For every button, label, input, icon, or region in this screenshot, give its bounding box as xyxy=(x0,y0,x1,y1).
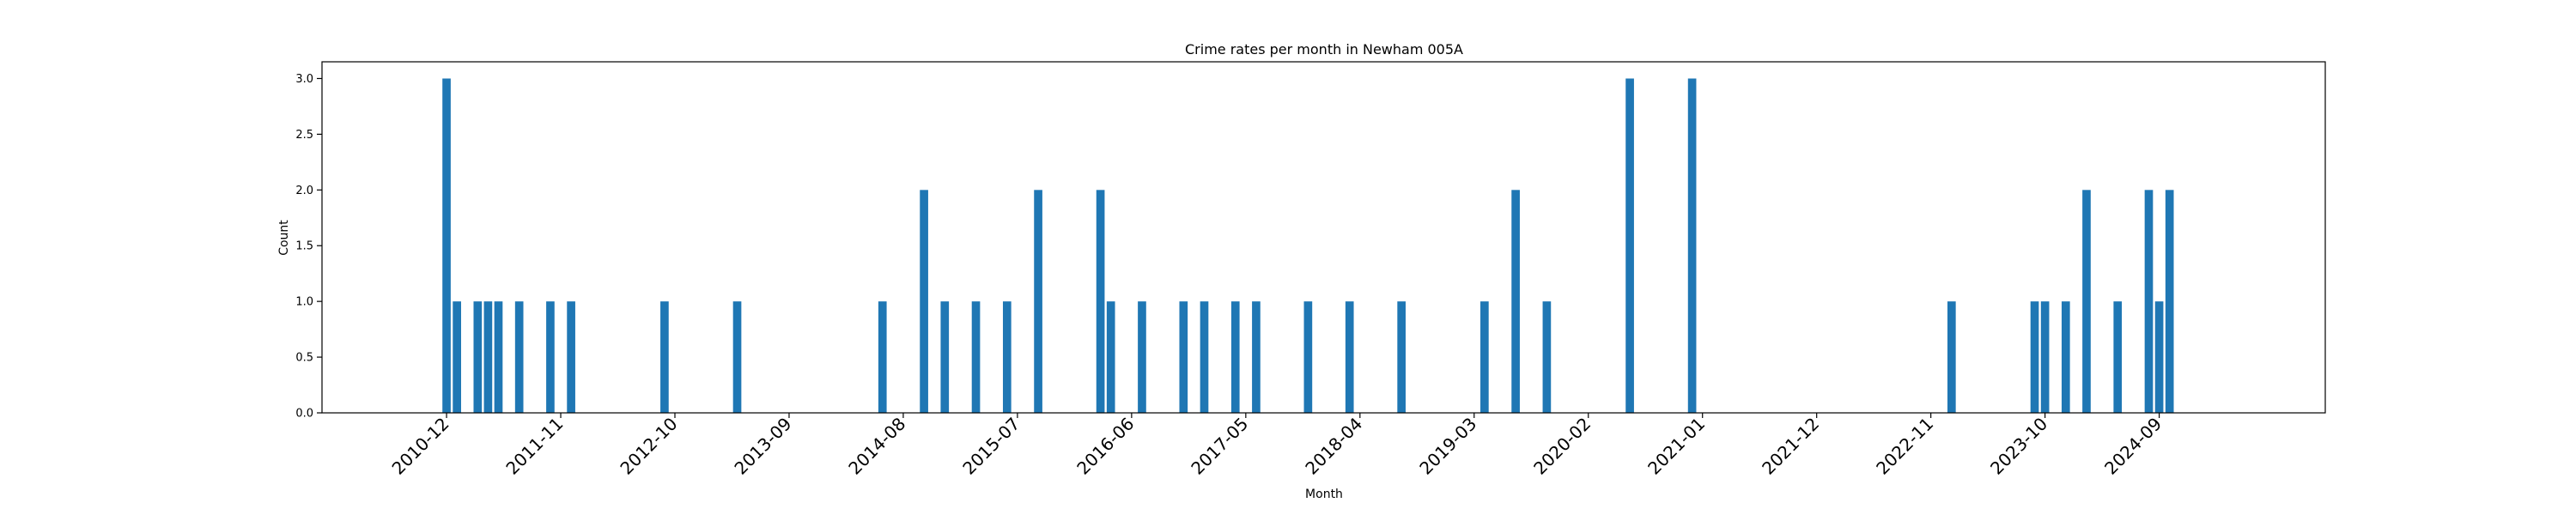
bar xyxy=(1947,301,1956,413)
bar xyxy=(442,78,451,413)
x-tick-label: 2010-12 xyxy=(388,414,453,479)
x-tick-label: 2016-06 xyxy=(1072,414,1138,479)
bar xyxy=(920,190,928,413)
bar xyxy=(2040,301,2050,413)
bar xyxy=(1200,301,1209,413)
y-axis: 0.0 0.5 1.0 1.5 2.0 2.5 3.0 xyxy=(295,73,322,421)
plot-frame xyxy=(321,61,2326,414)
bar xyxy=(1480,301,1489,413)
bar xyxy=(567,301,575,413)
bar xyxy=(732,301,742,413)
x-tick-label: 2018-04 xyxy=(1301,414,1366,479)
bar xyxy=(1303,301,1313,413)
bars-group xyxy=(442,78,2174,413)
x-tick-label: 2012-10 xyxy=(616,414,681,479)
bar xyxy=(1252,301,1261,413)
bar xyxy=(1687,78,1697,413)
x-tick-label: 2013-09 xyxy=(730,414,795,479)
bar xyxy=(1034,190,1042,413)
bar xyxy=(940,301,950,413)
bar xyxy=(1179,301,1188,413)
x-tick-label: 2017-05 xyxy=(1187,414,1252,479)
y-tick-label: 1.0 xyxy=(295,296,313,309)
y-axis-label: Count xyxy=(277,220,291,256)
x-tick-label: 2019-03 xyxy=(1415,414,1480,479)
bar xyxy=(1542,301,1552,413)
y-tick-label: 3.0 xyxy=(295,73,313,86)
bar xyxy=(453,301,461,413)
bar xyxy=(2082,190,2091,413)
bar xyxy=(1002,301,1012,413)
y-tick-label: 0.0 xyxy=(295,408,313,421)
bar xyxy=(1138,301,1146,413)
y-tick-label: 2.5 xyxy=(295,129,313,142)
x-tick-label: 2021-12 xyxy=(1758,414,1823,479)
bar xyxy=(2030,301,2039,413)
bar xyxy=(1345,301,1354,413)
x-tick-label: 2015-07 xyxy=(958,414,1024,479)
bar xyxy=(2061,301,2070,413)
x-tick-label: 2024-09 xyxy=(2100,414,2166,479)
y-tick-label: 2.0 xyxy=(295,185,313,197)
bar xyxy=(473,301,483,413)
x-axis: 2010-12 2011-11 2012-10 2013-09 2014-08 2015-… xyxy=(388,413,2166,479)
bar xyxy=(494,301,503,413)
bar xyxy=(1096,190,1105,413)
bar xyxy=(2165,190,2174,413)
bar xyxy=(2154,301,2164,413)
chart-title: Crime rates per month in Newham 005A xyxy=(1185,41,1463,58)
x-tick-label: 2022-11 xyxy=(1872,414,1937,479)
bar xyxy=(971,301,981,413)
bar xyxy=(2113,301,2123,413)
bar xyxy=(514,301,524,413)
x-tick-label: 2021-01 xyxy=(1643,414,1709,479)
bar xyxy=(660,301,669,413)
x-tick-label: 2023-10 xyxy=(1986,414,2051,479)
y-tick-label: 0.5 xyxy=(295,352,313,365)
bar xyxy=(1625,78,1634,413)
bar xyxy=(1106,301,1115,413)
bar xyxy=(483,301,493,413)
x-tick-label: 2011-11 xyxy=(501,414,567,479)
y-tick-label: 1.5 xyxy=(295,240,313,253)
x-tick-label: 2014-08 xyxy=(844,414,909,479)
bar xyxy=(2144,190,2154,413)
bar xyxy=(546,301,555,413)
bar xyxy=(1397,301,1406,413)
bar xyxy=(1230,301,1240,413)
x-axis-label: Month xyxy=(1305,488,1343,501)
x-tick-label: 2020-02 xyxy=(1529,414,1595,479)
bar xyxy=(1511,190,1520,413)
bar xyxy=(878,301,887,413)
